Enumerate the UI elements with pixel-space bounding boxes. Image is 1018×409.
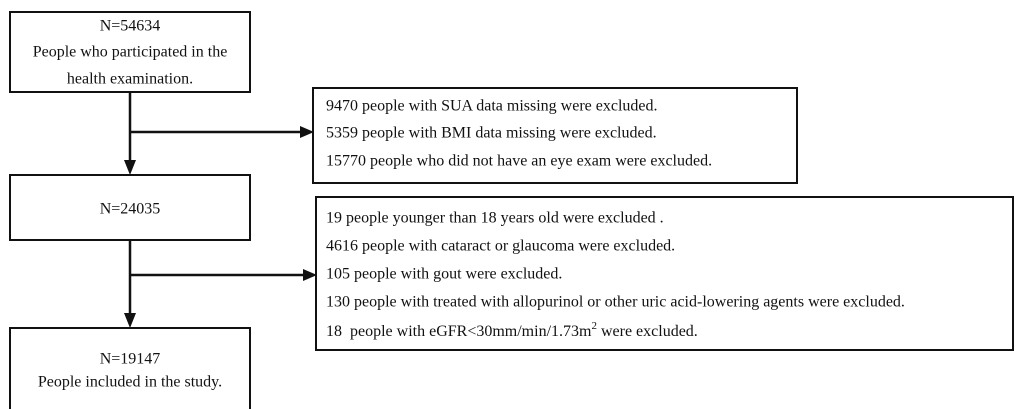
node-box [9,11,251,93]
arrowhead [300,126,314,138]
node-text: People included in the study. [38,374,222,391]
arrowhead [303,269,317,281]
exclusion-text: 5359 people with BMI data missing were e… [326,125,657,142]
node-box [9,174,251,241]
exclusion-text: 19 people younger than 18 years old were… [326,210,664,227]
node-text: N=19147 [100,351,161,368]
node-text: N=54634 [100,18,161,35]
exclusion-box [315,196,1014,351]
node-text: health examination. [67,71,193,88]
arrowhead [124,313,136,328]
node-box [9,327,251,409]
arrowhead [124,160,136,175]
exclusion-text: 130 people with treated with allopurinol… [326,294,905,311]
text-part: were excluded. [597,323,698,340]
exclusion-text: 105 people with gout were excluded. [326,266,562,283]
exclusion-text: 4616 people with cataract or glaucoma we… [326,238,675,255]
exclusion-text: 9470 people with SUA data missing were e… [326,98,658,115]
node-text: People who participated in the [33,44,228,61]
exclusion-box [312,87,798,184]
node-text: N=24035 [100,201,161,218]
superscript: 2 [591,320,597,332]
exclusion-text: 15770 people who did not have an eye exa… [326,153,712,170]
text-part: 18 people with eGFR<30mm/min/1.73m [326,323,592,340]
exclusion-text: 18 people with eGFR<30mm/min/1.73m2 were… [326,320,698,340]
